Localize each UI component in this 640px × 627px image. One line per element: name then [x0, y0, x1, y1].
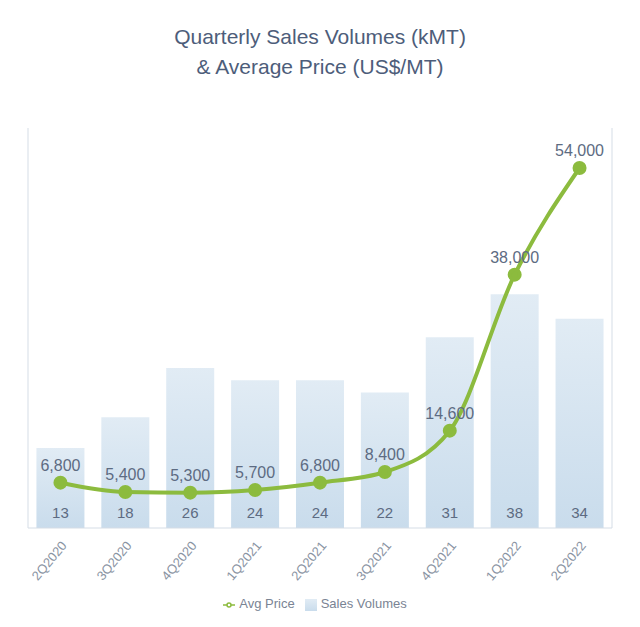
svg-text:26: 26	[182, 504, 199, 521]
svg-text:3Q2021: 3Q2021	[353, 538, 394, 583]
svg-text:1Q2021: 1Q2021	[223, 538, 264, 583]
svg-text:1Q2022: 1Q2022	[483, 538, 524, 583]
svg-text:38,000: 38,000	[490, 249, 539, 266]
svg-text:38: 38	[506, 504, 523, 521]
svg-text:2Q2022: 2Q2022	[548, 538, 589, 583]
svg-text:5,700: 5,700	[235, 464, 275, 481]
svg-text:18: 18	[117, 504, 134, 521]
svg-text:3Q2020: 3Q2020	[93, 538, 134, 583]
svg-text:6,800: 6,800	[40, 457, 80, 474]
svg-text:6,800: 6,800	[300, 457, 340, 474]
svg-text:54,000: 54,000	[555, 142, 604, 159]
svg-text:5,400: 5,400	[105, 466, 145, 483]
html-text:Sales Volumes: Sales Volumes	[320, 596, 407, 611]
svg-text:5,300: 5,300	[170, 467, 210, 484]
html-text:Avg Price: Avg Price	[239, 596, 295, 611]
svg-text:2Q2020: 2Q2020	[29, 538, 70, 583]
svg-text:31: 31	[441, 504, 458, 521]
svg-text:13: 13	[52, 504, 69, 521]
html-text:Quarterly Sales Volumes (kMT): Quarterly Sales Volumes (kMT)	[174, 25, 466, 48]
svg-text:24: 24	[312, 504, 329, 521]
svg-text:2Q2021: 2Q2021	[288, 538, 329, 583]
svg-text:8,400: 8,400	[365, 446, 405, 463]
html-text:& Average Price (US$/MT): & Average Price (US$/MT)	[196, 55, 444, 78]
svg-text:14,600: 14,600	[425, 405, 474, 422]
svg-text:34: 34	[571, 504, 588, 521]
svg-text:4Q2020: 4Q2020	[158, 538, 199, 583]
svg-text:24: 24	[247, 504, 264, 521]
svg-text:4Q2021: 4Q2021	[418, 538, 459, 583]
svg-text:22: 22	[377, 504, 394, 521]
